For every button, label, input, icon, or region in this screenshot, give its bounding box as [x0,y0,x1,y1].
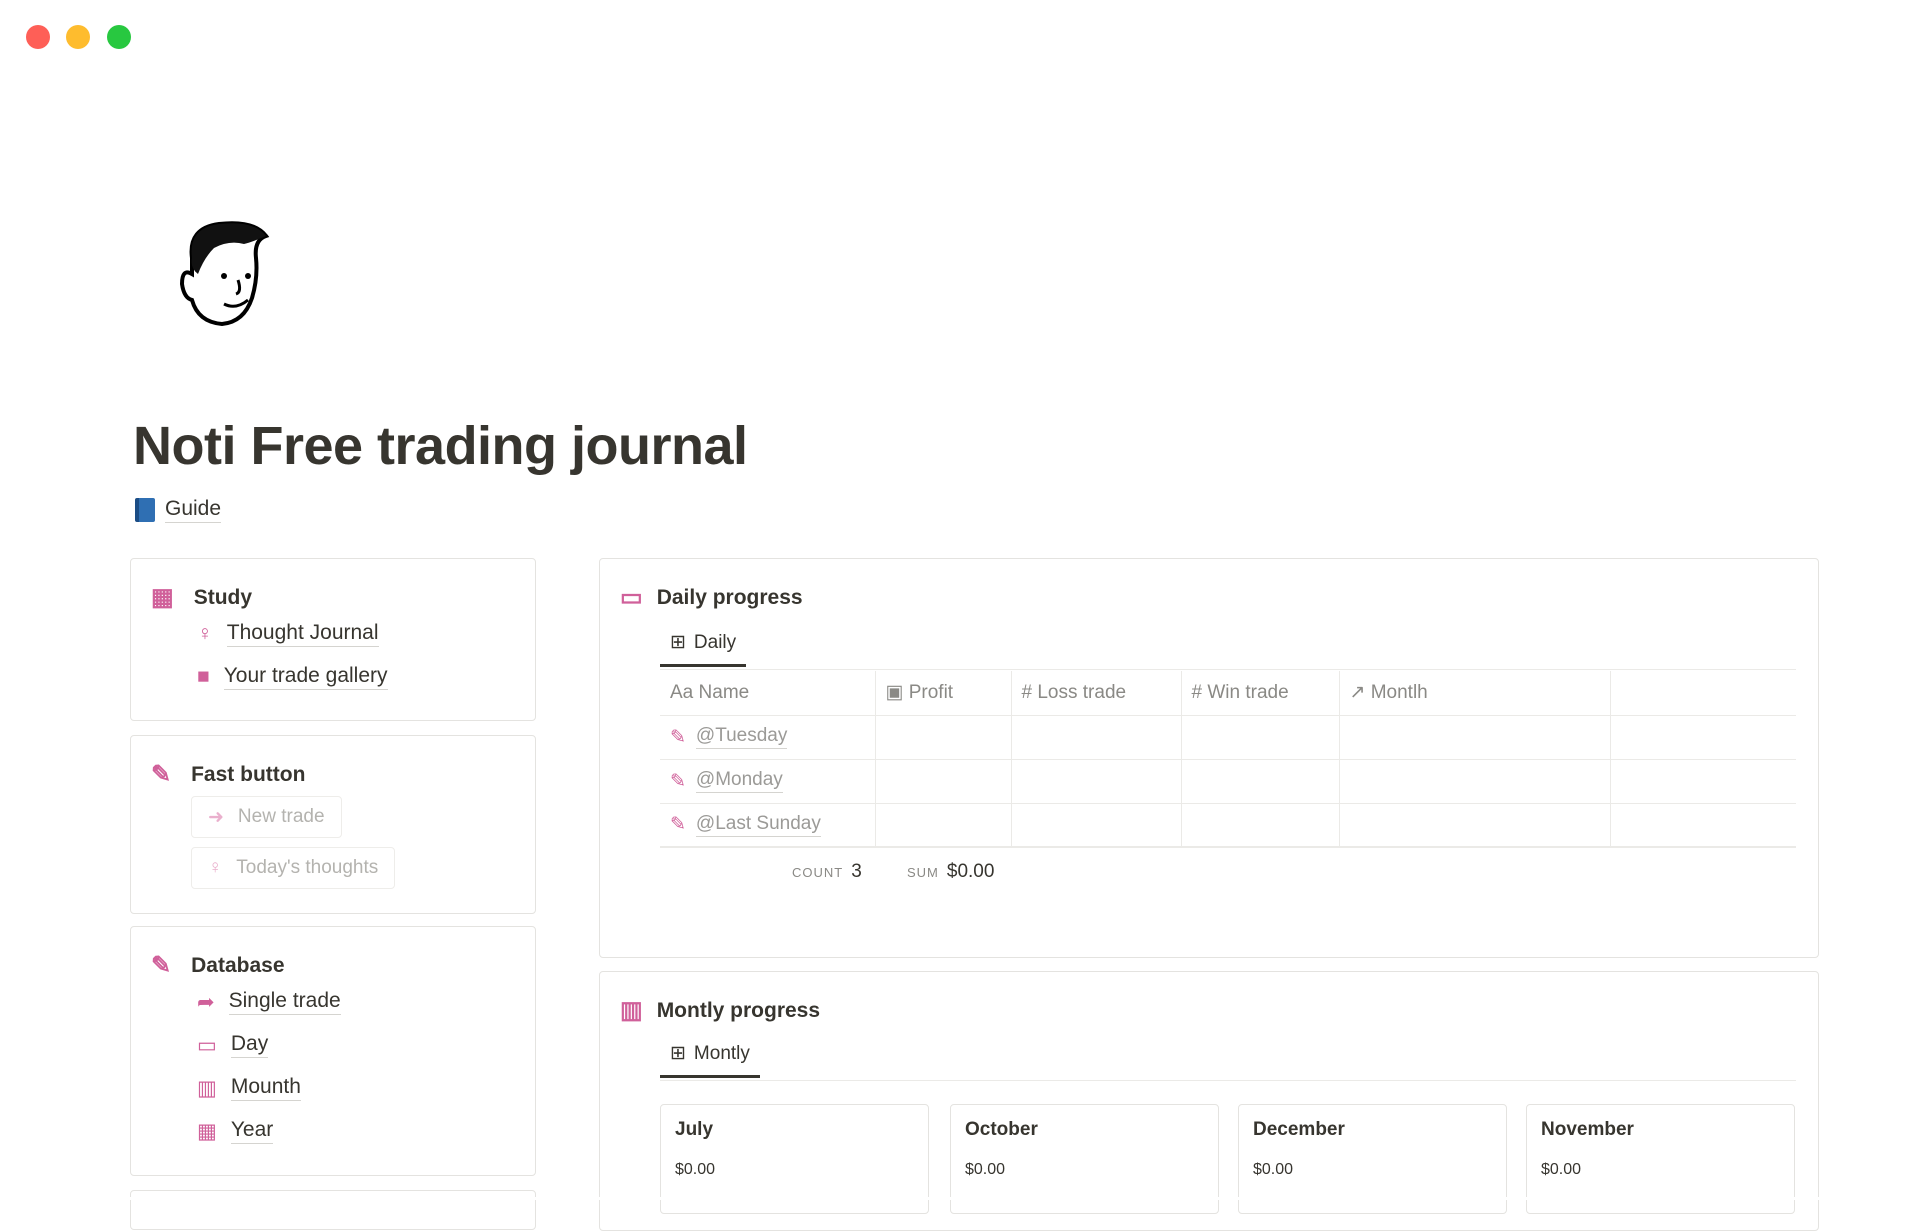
item-label: Mounth [230,1075,301,1101]
daily-table: Aa Name ▣ Profit # Loss trade # Win trad… [660,671,1796,848]
window-minimize-button[interactable] [66,25,90,49]
monthly-heading: ▥ Montly progress [620,996,820,1025]
fast-button-card: ✎ Fast button ➜ New trade ♀ Today's though… [130,735,536,914]
fast-button-heading: ✎ Fast button [151,760,305,789]
row-name[interactable]: @Last Sunday [695,813,821,837]
guide-label: Guide [165,497,222,523]
study-card: ▦ Study ♀ Thought Journal ■ Your trade gal… [130,558,536,721]
window-close-button[interactable] [26,25,50,49]
next-card [130,1190,536,1230]
row-name[interactable]: @Tuesday [695,725,788,749]
database-card: ✎ Database ➦ Single trade ▭ Day ▥ Mounth ▦ Y… [130,926,536,1176]
calendar-month-icon: ▥ [197,1076,217,1100]
new-trade-button[interactable]: ➜ New trade [191,796,342,838]
trade-gallery-link[interactable]: ■ Your trade gallery [197,664,388,690]
tab-divider [660,1080,1796,1081]
database-title: Database [191,953,285,977]
tab-label: Daily [693,631,737,653]
edit-icon: ✎ [670,814,686,836]
gallery-view-icon: ⊞ [670,1043,686,1064]
edit-icon: ✎ [670,770,686,792]
sum-summary: SUM $0.00 [907,861,995,882]
gallery-icon: ■ [197,665,210,688]
monthly-title: Montly progress [656,998,821,1022]
column-add[interactable] [1609,671,1796,716]
daily-progress-card: ▭ Daily progress ⊞ Daily Aa Name ▣ Profit… [599,558,1819,958]
count-summary: COUNT 3 [792,861,862,882]
button-label: Today's thoughts [236,857,379,878]
table-header: Aa Name ▣ Profit # Loss trade # Win trad… [660,671,1796,716]
page-title: Noti Free trading journal [133,416,748,476]
column-win-trade[interactable]: # Win trade [1180,671,1340,716]
item-label: Single trade [228,989,341,1015]
fast-button-title: Fast button [191,762,306,786]
thought-journal-link[interactable]: ♀ Thought Journal [197,621,379,647]
todays-thoughts-button[interactable]: ♀ Today's thoughts [191,847,396,889]
item-label: Thought Journal [226,621,379,647]
column-profit[interactable]: ▣ Profit [874,671,1012,716]
table-row[interactable]: ✎ @Monday [660,758,1796,804]
window-maximize-button[interactable] [107,25,131,49]
row-name[interactable]: @Monday [695,769,783,793]
column-montlh[interactable]: ↗ Montlh [1338,671,1611,716]
bulb-head-icon: ♀ [208,857,223,878]
edit-icon: ✎ [670,726,686,748]
day-link[interactable]: ▭ Day [197,1032,269,1058]
monthly-progress-card: ▥ Montly progress ⊞ Montly July $0.00 Octo… [599,971,1819,1231]
column-name[interactable]: Aa Name [660,671,876,716]
daily-heading: ▭ Daily progress [620,583,803,612]
calendar-month-icon: ▥ [620,997,643,1024]
database-heading: ✎ Database [151,951,285,980]
calculator-icon: ▦ [151,584,174,611]
tab-daily[interactable]: ⊞ Daily [660,631,747,667]
item-label: Year [230,1118,274,1144]
study-heading: ▦ Study [151,583,252,612]
table-row[interactable]: ✎ @Last Sunday [660,802,1796,848]
table-row[interactable]: ✎ @Tuesday [660,714,1796,760]
button-label: New trade [237,806,325,827]
study-title: Study [193,585,253,609]
tab-label: Montly [693,1042,750,1064]
year-link[interactable]: ▦ Year [197,1118,274,1144]
mounth-link[interactable]: ▥ Mounth [197,1075,301,1101]
guide-link[interactable]: Guide [135,497,222,523]
calendar-icon: ▭ [620,584,643,611]
page-avatar-icon[interactable] [174,218,274,330]
daily-title: Daily progress [656,585,803,609]
item-label: Day [230,1032,269,1058]
book-icon [135,498,155,522]
bulb-head-icon: ♀ [197,622,213,645]
edit-icon: ✎ [151,952,172,979]
table-icon: ⊞ [670,632,686,653]
tab-montly[interactable]: ⊞ Montly [660,1042,760,1078]
tab-divider [660,669,1796,670]
item-label: Your trade gallery [223,664,388,690]
calendar-icon: ▭ [197,1033,217,1057]
share-arrow-icon: ➦ [197,990,215,1014]
calendar-year-icon: ▦ [197,1119,217,1143]
edit-icon: ✎ [151,761,172,788]
money-icon: ▣ [885,682,904,704]
single-trade-link[interactable]: ➦ Single trade [197,989,341,1015]
arrow-right-icon: ➜ [208,806,224,828]
column-loss-trade[interactable]: # Loss trade [1010,671,1182,716]
